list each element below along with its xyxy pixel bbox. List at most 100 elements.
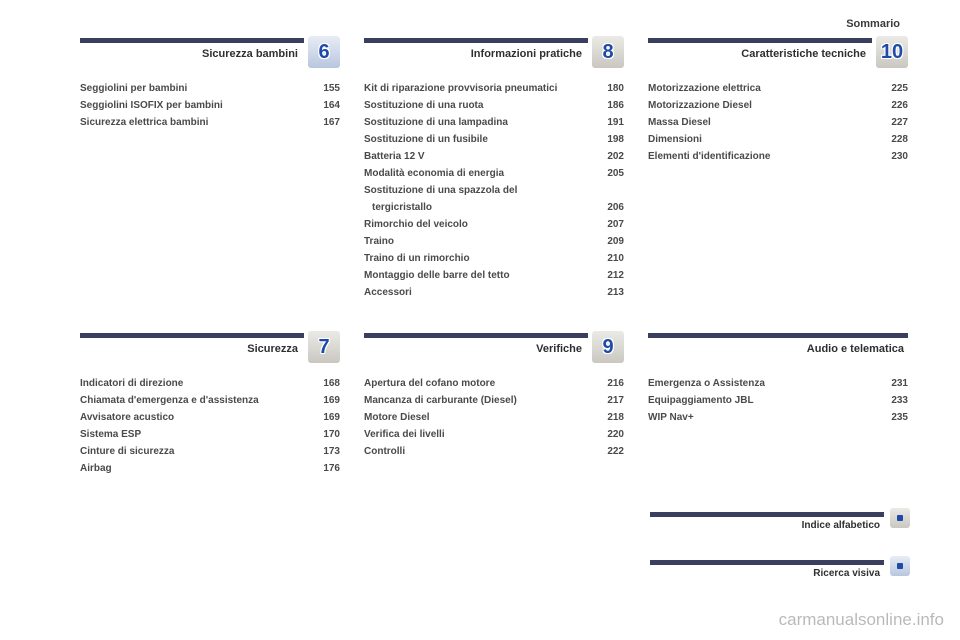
toc-row: Seggiolini per bambini155 — [80, 80, 340, 97]
toc-page: 206 — [607, 199, 624, 216]
toc-page: 155 — [323, 80, 340, 97]
section-10: Caratteristiche tecniche 10 Motorizzazio… — [648, 36, 908, 301]
toc-row: Montaggio delle barre del tetto212 — [364, 267, 624, 284]
toc-row: Mancanza di carburante (Diesel)217 — [364, 392, 624, 409]
toc-label: Verifica dei livelli — [364, 426, 607, 443]
toc-row: Rimorchio del veicolo207 — [364, 216, 624, 233]
toc-row: Elementi d'identificazione230 — [648, 148, 908, 165]
toc-row: Batteria 12 V202 — [364, 148, 624, 165]
toc-row: WIP Nav+235 — [648, 409, 908, 426]
toc-page: 202 — [607, 148, 624, 165]
toc-label: Seggiolini per bambini — [80, 80, 323, 97]
toc-page: 191 — [607, 114, 624, 131]
section-index: Indice alfabetico — [650, 510, 910, 532]
toc-label: Apertura del cofano motore — [364, 375, 607, 392]
toc-page: 222 — [607, 443, 624, 460]
toc-row: Traino di un rimorchio210 — [364, 250, 624, 267]
toc-page: 186 — [607, 97, 624, 114]
toc-label: Sostituzione di una ruota — [364, 97, 607, 114]
toc-page: 213 — [607, 284, 624, 301]
toc-row: Chiamata d'emergenza e d'assistenza169 — [80, 392, 340, 409]
toc-page: 176 — [323, 460, 340, 477]
toc-page: 218 — [607, 409, 624, 426]
section-rule — [80, 38, 304, 43]
toc-page: 173 — [323, 443, 340, 460]
toc-label: Indicatori di direzione — [80, 375, 323, 392]
toc-page: 226 — [891, 97, 908, 114]
toc-label: Cinture di sicurezza — [80, 443, 323, 460]
toc-row: Motorizzazione elettrica225 — [648, 80, 908, 97]
toc-label: Sostituzione di un fusibile — [364, 131, 607, 148]
toc-label: Montaggio delle barre del tetto — [364, 267, 607, 284]
chapter-chip: 8 — [592, 36, 624, 68]
toc-page: 235 — [891, 409, 908, 426]
toc-row: tergicristallo206 — [364, 199, 624, 216]
toc-page: 209 — [607, 233, 624, 250]
toc-label: Traino — [364, 233, 607, 250]
toc-page: 225 — [891, 80, 908, 97]
section-title: Sicurezza — [247, 343, 298, 355]
toc-label: Modalità economia di energia — [364, 165, 607, 182]
toc-row: Avvisatore acustico169 — [80, 409, 340, 426]
section-8: Informazioni pratiche 8 Kit di riparazio… — [364, 36, 624, 301]
section-items: Emergenza o Assistenza231Equipaggiamento… — [648, 375, 908, 426]
toc-page: 164 — [323, 97, 340, 114]
toc-label: Massa Diesel — [648, 114, 891, 131]
section-items: Apertura del cofano motore216Mancanza di… — [364, 375, 624, 460]
toc-label: Chiamata d'emergenza e d'assistenza — [80, 392, 323, 409]
header-right: Sommario — [846, 18, 900, 30]
toc-label: Dimensioni — [648, 131, 891, 148]
chapter-chip: 7 — [308, 331, 340, 363]
toc-row: Sostituzione di una ruota186 — [364, 97, 624, 114]
toc-row: Equipaggiamento JBL233 — [648, 392, 908, 409]
toc-page: 205 — [607, 165, 624, 182]
toc-label: Motorizzazione Diesel — [648, 97, 891, 114]
toc-page: 217 — [607, 392, 624, 409]
toc-row: Sostituzione di un fusibile198 — [364, 131, 624, 148]
chapter-number: 10 — [881, 41, 903, 64]
toc-page: 180 — [607, 80, 624, 97]
toc-label: Sostituzione di una lampadina — [364, 114, 607, 131]
section-visual-search: Ricerca visiva — [650, 558, 910, 580]
toc-row: Sostituzione di una spazzola del — [364, 182, 624, 199]
toc-page: 233 — [891, 392, 908, 409]
toc-label: Kit di riparazione provvisoria pneumatic… — [364, 80, 607, 97]
toc-row: Modalità economia di energia205 — [364, 165, 624, 182]
chapter-chip: 10 — [876, 36, 908, 68]
toc-page: 207 — [607, 216, 624, 233]
toc-row: Airbag176 — [80, 460, 340, 477]
toc-row: Massa Diesel227 — [648, 114, 908, 131]
toc-page: 220 — [607, 426, 624, 443]
section-items: Kit di riparazione provvisoria pneumatic… — [364, 80, 624, 301]
section-items: Motorizzazione elettrica225Motorizzazion… — [648, 80, 908, 165]
toc-row: Emergenza o Assistenza231 — [648, 375, 908, 392]
section-title: Caratteristiche tecniche — [741, 48, 866, 60]
toc-page: 170 — [323, 426, 340, 443]
toc-row: Sostituzione di una lampadina191 — [364, 114, 624, 131]
toc-label: Seggiolini ISOFIX per bambini — [80, 97, 323, 114]
section-6: Sicurezza bambini 6 Seggiolini per bambi… — [80, 36, 340, 301]
section-rule — [650, 560, 884, 565]
toc-page: 212 — [607, 267, 624, 284]
toc-label: Equipaggiamento JBL — [648, 392, 891, 409]
toc-label: Emergenza o Assistenza — [648, 375, 891, 392]
section-rule — [80, 333, 304, 338]
toc-label: Mancanza di carburante (Diesel) — [364, 392, 607, 409]
toc-row: Verifica dei livelli220 — [364, 426, 624, 443]
toc-row: Cinture di sicurezza173 — [80, 443, 340, 460]
toc-row: Apertura del cofano motore216 — [364, 375, 624, 392]
chapter-number: 9 — [602, 336, 613, 359]
toc-page: 216 — [607, 375, 624, 392]
section-title: Informazioni pratiche — [471, 48, 582, 60]
toc-label: Traino di un rimorchio — [364, 250, 607, 267]
toc-page: 198 — [607, 131, 624, 148]
small-sections: Indice alfabetico Ricerca visiva — [650, 484, 910, 580]
toc-label: Rimorchio del veicolo — [364, 216, 607, 233]
watermark: carmanualsonline.info — [779, 610, 944, 630]
chapter-number: 8 — [602, 41, 613, 64]
toc-label: Batteria 12 V — [364, 148, 607, 165]
toc-label: Motore Diesel — [364, 409, 607, 426]
section-rule — [364, 333, 588, 338]
toc-row: Seggiolini ISOFIX per bambini164 — [80, 97, 340, 114]
toc-label: Sostituzione di una spazzola del — [364, 182, 624, 199]
